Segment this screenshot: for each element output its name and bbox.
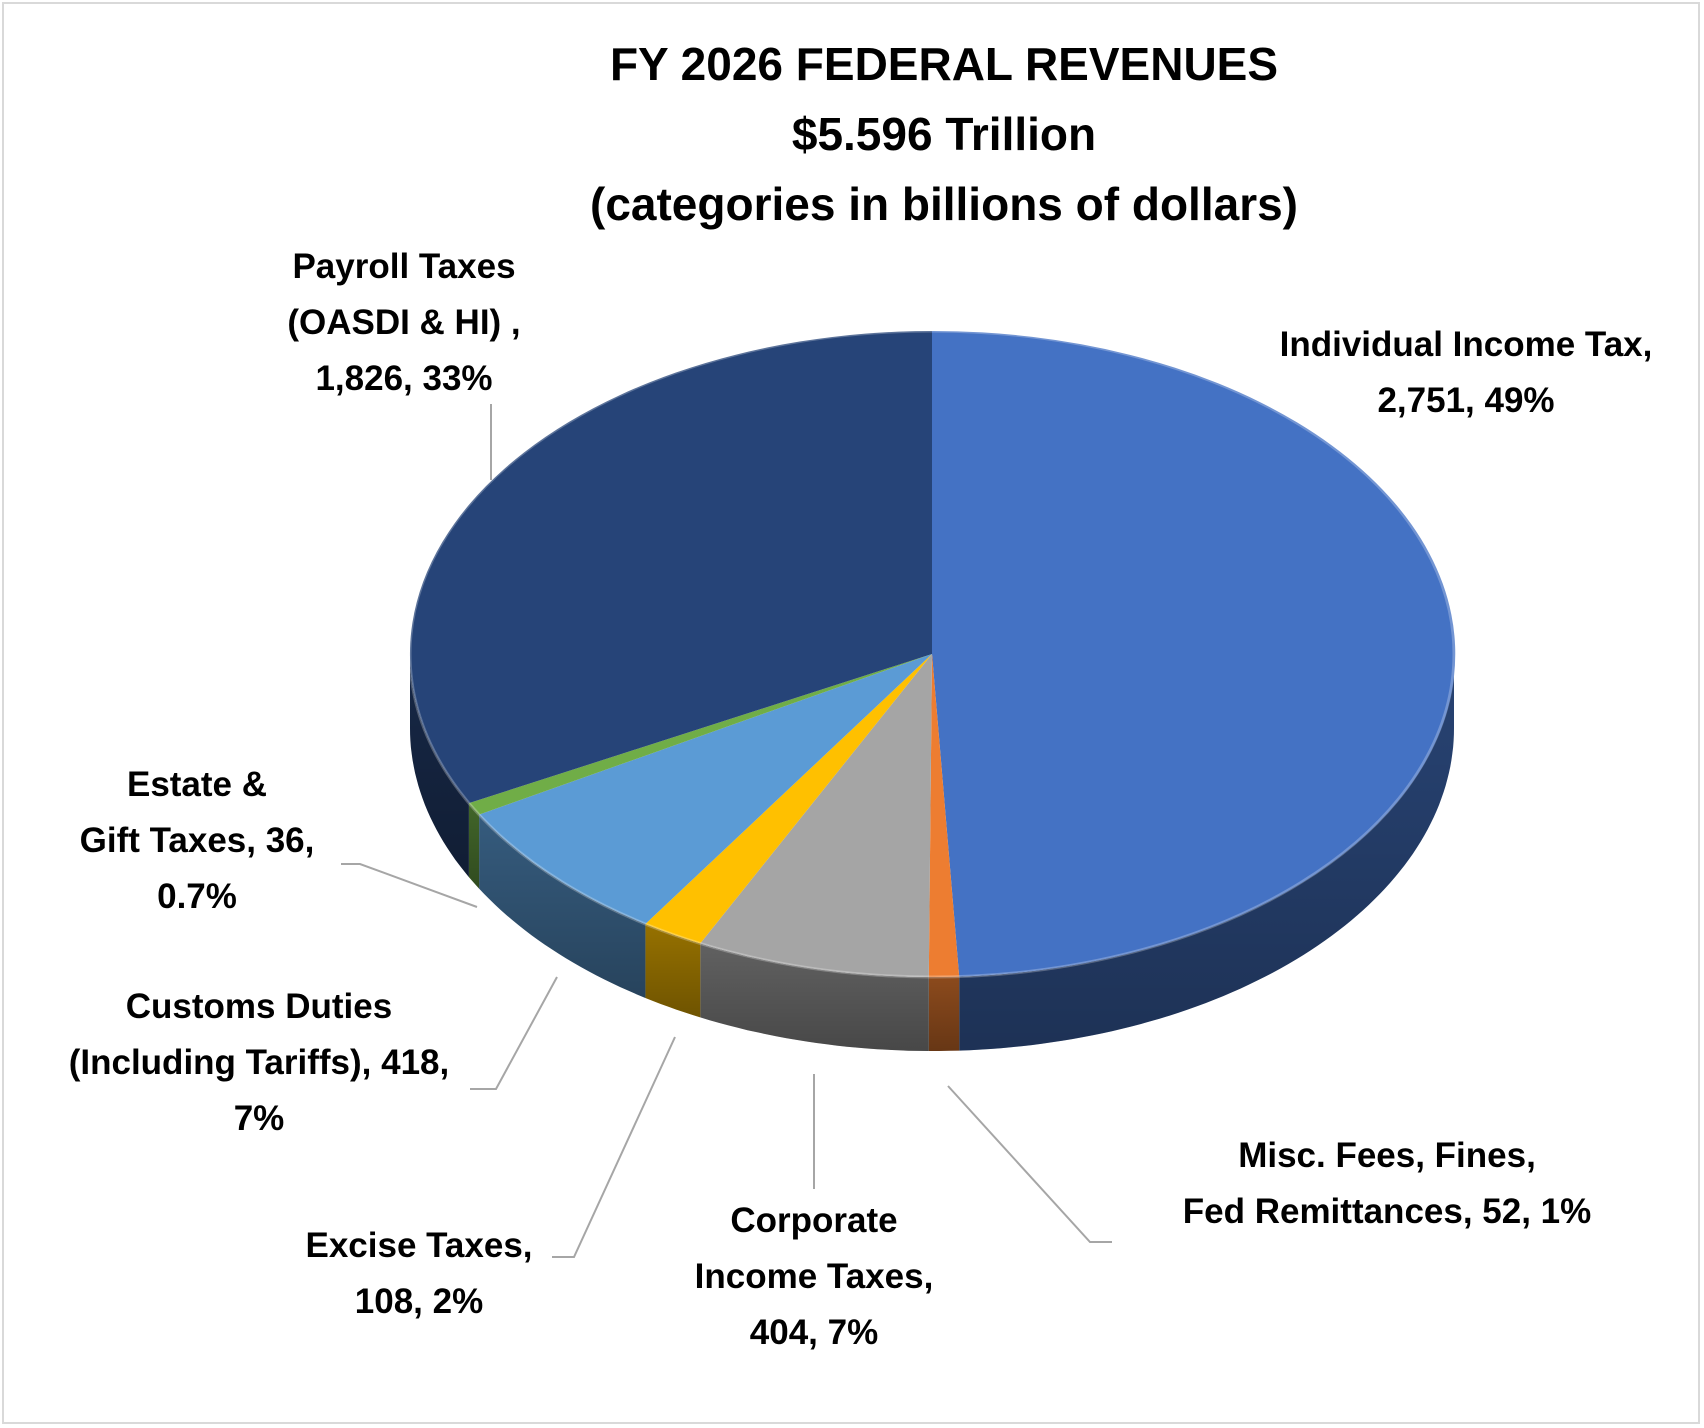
leader-excise-taxes	[552, 1036, 676, 1258]
leader-customs-duties-including-tariffs	[470, 976, 558, 1090]
pie-side-walls	[410, 654, 1454, 1051]
slice-misc-fees-fines-fed-remittances[interactable]	[928, 654, 960, 978]
side-individual-income-tax-shade	[959, 654, 1454, 1051]
label-estate-gift-taxes-line-1: Estate &	[127, 765, 267, 804]
chart-subtitle: $5.596 Trillion	[792, 108, 1096, 160]
leader-misc-fees-fines-fed-remittances	[947, 1085, 1112, 1243]
slice-individual-income-tax[interactable]	[932, 330, 1456, 977]
side-corporate-income-taxes-shade	[700, 943, 929, 1051]
label-corporate-income-taxes-line-2: Income Taxes,	[695, 1257, 934, 1296]
slice-corporate-income-taxes[interactable]	[700, 654, 932, 977]
label-payroll-taxes-oasdi-hi-line-1: Payroll Taxes	[292, 247, 515, 286]
pie-top-faces	[408, 329, 1456, 979]
side-misc-fees-fines-fed-remittances-shade	[928, 976, 960, 1051]
label-estate-gift-taxes-line-2: Gift Taxes, 36,	[80, 821, 315, 860]
slice-estate-gift-taxes[interactable]	[468, 654, 932, 815]
pie-chart: FY 2026 FEDERAL REVENUES $5.596 Trillion…	[69, 38, 1653, 1352]
slice-payroll-taxes-oasdi-hi[interactable]	[409, 330, 932, 804]
pie-rim-highlight	[408, 329, 1456, 979]
chart-subtitle-units: (categories in billions of dollars)	[590, 178, 1298, 230]
side-payroll-taxes-oasdi-hi-shade	[410, 654, 469, 878]
side-excise-taxes-shade	[645, 924, 701, 1018]
label-corporate-income-taxes-line-1: Corporate	[730, 1201, 897, 1240]
label-misc-fees-fines-fed-remittances-line-2: Fed Remittances, 52, 1%	[1183, 1192, 1592, 1231]
label-payroll-taxes-oasdi-hi-line-2: (OASDI & HI) ,	[287, 303, 520, 342]
leader-estate-gift-taxes	[341, 863, 478, 908]
slice-customs-duties-including-tariffs[interactable]	[479, 654, 932, 924]
label-corporate-income-taxes-line-3: 404, 7%	[750, 1313, 878, 1352]
label-estate-gift-taxes-line-3: 0.7%	[157, 877, 237, 916]
label-excise-taxes-line-2: 108, 2%	[355, 1282, 483, 1321]
side-customs-duties-including-tariffs-shade	[479, 814, 646, 998]
leader-lines	[341, 404, 1112, 1258]
label-customs-duties-including-tariffs-line-1: Customs Duties	[126, 987, 392, 1026]
side-estate-gift-taxes-shade	[468, 803, 480, 889]
slice-labels: Individual Income Tax, 2,751, 49% Misc. Fe…	[69, 247, 1653, 1352]
label-customs-duties-including-tariffs-line-2: (Including Tariffs), 418,	[69, 1043, 450, 1082]
label-individual-income-tax-line-1: Individual Income Tax,	[1280, 325, 1653, 364]
label-individual-income-tax-line-2: 2,751, 49%	[1377, 381, 1554, 420]
slice-excise-taxes[interactable]	[645, 654, 932, 944]
label-customs-duties-including-tariffs-line-3: 7%	[234, 1099, 285, 1138]
chart-title: FY 2026 FEDERAL REVENUES	[610, 38, 1278, 90]
label-excise-taxes-line-1: Excise Taxes,	[305, 1226, 532, 1265]
label-misc-fees-fines-fed-remittances-line-1: Misc. Fees, Fines,	[1238, 1136, 1536, 1175]
label-payroll-taxes-oasdi-hi-line-3: 1,826, 33%	[315, 359, 492, 398]
